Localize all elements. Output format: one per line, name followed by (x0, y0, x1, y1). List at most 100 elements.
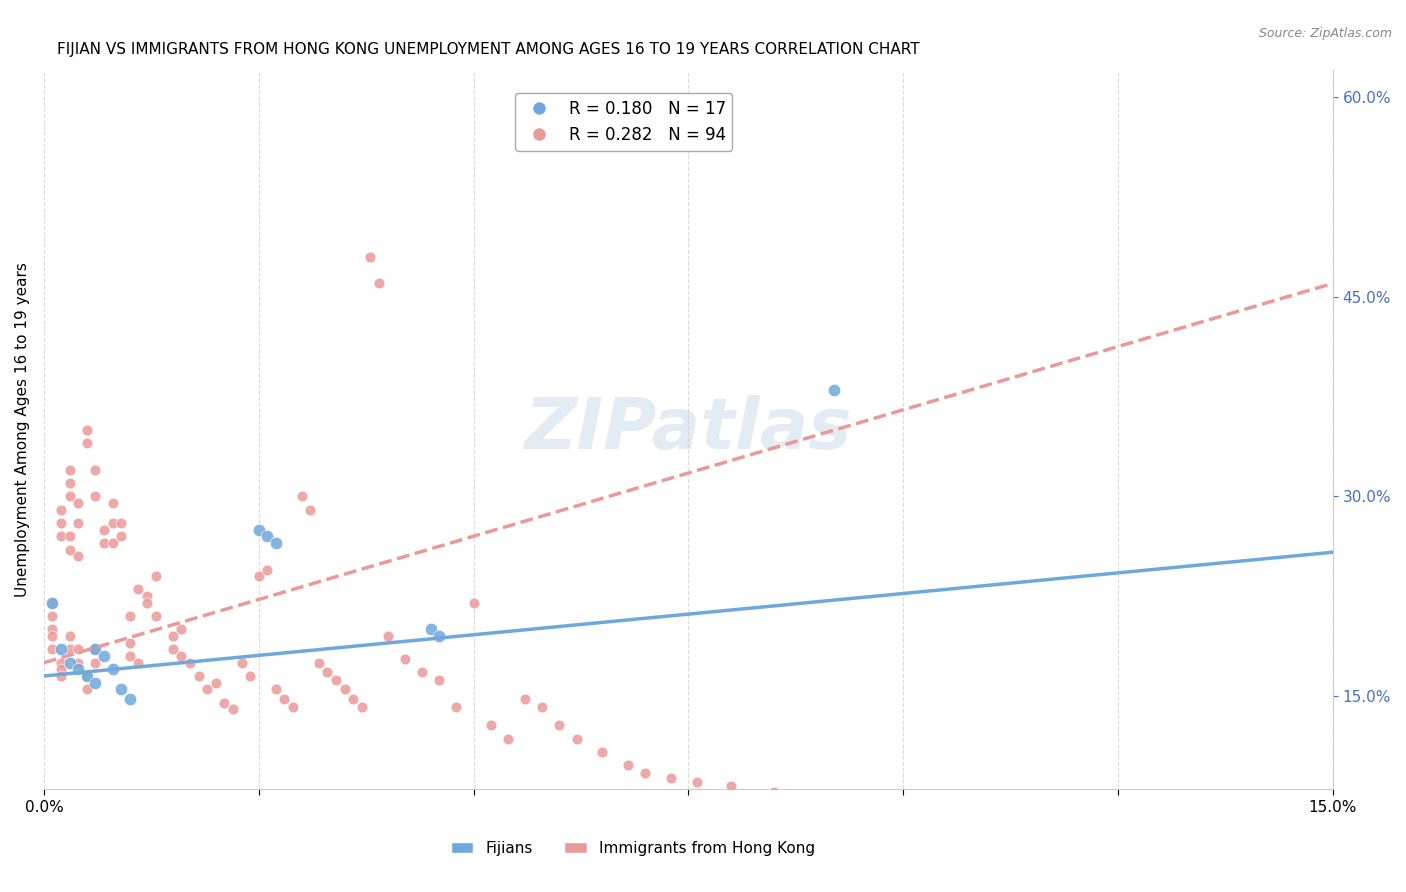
Point (247, 523, 270, 537)
Point (59, 642, 82, 657)
Point (67, 662, 90, 676)
Point (59, 476, 82, 491)
Point (591, 745, 613, 759)
Point (59, 489, 82, 503)
Point (93, 536, 115, 550)
Point (222, 702, 245, 716)
Point (136, 589, 159, 603)
Legend: Fijians, Immigrants from Hong Kong: Fijians, Immigrants from Hong Kong (444, 835, 821, 862)
Point (316, 665, 339, 679)
Point (806, 789, 828, 803)
Point (496, 731, 519, 746)
Point (427, 629, 450, 643)
Point (49, 669, 72, 683)
Point (359, 250, 381, 264)
Point (264, 536, 287, 550)
Point (49, 656, 72, 670)
Point (41, 609, 63, 624)
Point (59, 629, 82, 643)
Point (93, 648, 115, 663)
Point (763, 785, 786, 799)
Point (110, 516, 132, 530)
Point (84, 656, 107, 670)
Point (231, 656, 253, 670)
Point (145, 609, 167, 624)
Point (239, 669, 262, 683)
Point (67, 516, 90, 530)
Point (145, 569, 167, 583)
Point (136, 596, 159, 610)
Point (548, 718, 571, 732)
Point (101, 536, 124, 550)
Point (49, 529, 72, 543)
Point (118, 691, 141, 706)
Point (195, 682, 218, 697)
Point (823, 383, 845, 397)
Point (41, 629, 63, 643)
Point (463, 596, 485, 610)
Point (308, 656, 330, 670)
Point (41, 623, 63, 637)
Point (127, 656, 149, 670)
Point (256, 529, 278, 543)
Point (565, 731, 588, 746)
Point (67, 642, 90, 657)
Point (720, 780, 742, 794)
Point (84, 675, 107, 690)
Point (659, 772, 682, 786)
Point (179, 656, 201, 670)
Point (162, 642, 184, 657)
Point (101, 496, 124, 510)
Point (204, 675, 226, 690)
Point (118, 609, 141, 624)
Point (110, 529, 132, 543)
Point (59, 463, 82, 477)
Point (273, 691, 295, 706)
Point (368, 277, 391, 291)
Point (214, 696, 236, 710)
Text: FIJIAN VS IMMIGRANTS FROM HONG KONG UNEMPLOYMENT AMONG AGES 16 TO 19 YEARS CORRE: FIJIAN VS IMMIGRANTS FROM HONG KONG UNEM… (56, 42, 920, 57)
Point (333, 682, 356, 697)
Point (101, 662, 124, 676)
Point (377, 629, 399, 643)
Y-axis label: Unemployment Among Ages 16 to 19 years: Unemployment Among Ages 16 to 19 years (15, 262, 30, 598)
Point (41, 596, 63, 610)
Point (84, 463, 107, 477)
Point (76, 423, 98, 437)
Point (686, 775, 709, 789)
Point (531, 699, 554, 714)
Point (49, 642, 72, 657)
Point (281, 699, 304, 714)
Point (256, 562, 278, 576)
Text: ZIPatlas: ZIPatlas (524, 395, 852, 464)
Point (342, 691, 364, 706)
Point (350, 699, 373, 714)
Point (41, 596, 63, 610)
Point (446, 699, 468, 714)
Point (247, 569, 270, 583)
Point (127, 582, 149, 597)
Point (634, 766, 657, 780)
Point (49, 502, 72, 516)
Point (291, 489, 314, 503)
Point (162, 629, 184, 643)
Point (67, 496, 90, 510)
Point (49, 516, 72, 530)
Point (41, 642, 63, 657)
Point (93, 523, 115, 537)
Legend: R = 0.180   N = 17, R = 0.282   N = 94: R = 0.180 N = 17, R = 0.282 N = 94 (516, 93, 733, 151)
Point (84, 489, 107, 503)
Point (419, 623, 441, 637)
Point (118, 636, 141, 650)
Point (264, 682, 287, 697)
Point (394, 651, 416, 665)
Point (170, 648, 193, 663)
Point (110, 682, 132, 697)
Point (67, 656, 90, 670)
Point (49, 662, 72, 676)
Point (84, 642, 107, 657)
Point (59, 542, 82, 557)
Point (411, 665, 433, 679)
Point (187, 669, 209, 683)
Point (76, 669, 98, 683)
